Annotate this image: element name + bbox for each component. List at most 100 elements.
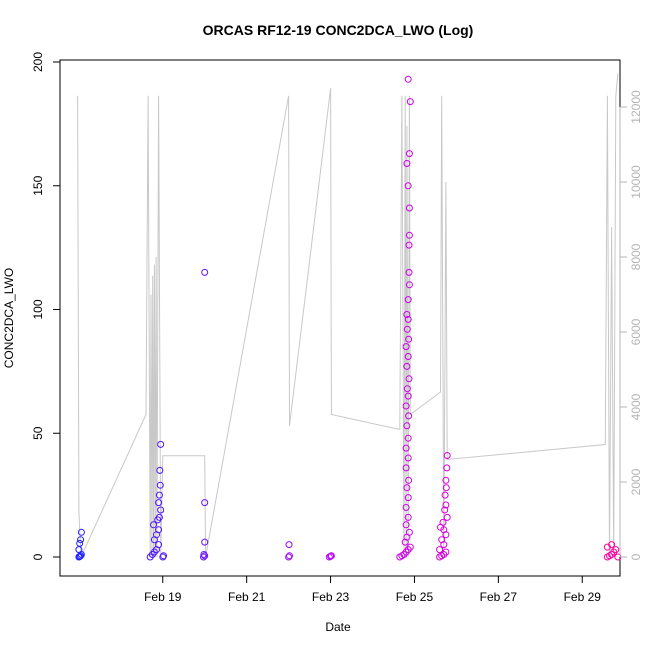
data-point: [201, 538, 209, 546]
data-point: [406, 543, 414, 551]
y-tick-label: 50: [31, 426, 45, 440]
y-tick-label: 200: [31, 52, 45, 72]
data-point: [405, 476, 413, 484]
data-point: [155, 541, 163, 549]
scatter-points: [75, 75, 622, 561]
data-point: [327, 552, 335, 560]
data-point: [201, 268, 209, 276]
data-point: [77, 528, 85, 536]
data-point: [76, 553, 84, 560]
data-point: [155, 491, 163, 499]
x-tick-label: Feb 19: [144, 590, 182, 604]
data-point: [403, 311, 411, 318]
y2-tick-label: 8000: [629, 243, 643, 270]
y-axis-label: CONC2DCA_LWO: [2, 268, 16, 368]
data-point: [441, 506, 449, 514]
data-point: [155, 513, 163, 521]
data-point: [404, 494, 412, 502]
data-point: [443, 452, 451, 459]
plot-area: [59, 59, 621, 577]
data-point: [442, 548, 450, 556]
data-point: [439, 518, 447, 526]
data-point: [403, 422, 411, 430]
y2-tick-label: 4000: [629, 393, 643, 420]
data-point: [155, 526, 163, 534]
data-point: [156, 466, 164, 474]
data-point: [159, 553, 167, 561]
y-tick-label: 0: [31, 553, 45, 560]
plot-border: [59, 59, 621, 577]
x-tick-label: Feb 21: [228, 590, 266, 604]
y2-tick-label: 0: [629, 553, 643, 560]
data-point: [404, 392, 412, 400]
data-point: [404, 315, 412, 323]
data-point: [608, 541, 616, 549]
y2-tick-label: 6000: [629, 318, 643, 345]
data-point: [402, 464, 410, 472]
data-point: [76, 539, 84, 547]
data-point: [406, 98, 414, 106]
y2-tick-label: 12000: [629, 90, 643, 124]
data-point: [405, 412, 413, 420]
data-point: [441, 491, 449, 499]
data-point: [405, 268, 413, 276]
data-point: [201, 552, 209, 560]
data-point: [405, 335, 413, 343]
data-point: [285, 553, 293, 561]
data-point: [402, 504, 410, 511]
data-point: [436, 546, 444, 554]
data-point: [404, 454, 412, 462]
data-point: [402, 402, 410, 410]
data-point: [442, 484, 450, 492]
data-point: [404, 434, 412, 442]
data-point: [285, 541, 293, 549]
data-point: [405, 204, 413, 212]
x-tick-label: Feb 27: [480, 590, 518, 604]
data-point: [200, 553, 207, 561]
data-point: [438, 536, 446, 544]
data-point: [150, 521, 157, 529]
y-tick-label: 150: [31, 175, 45, 195]
data-point: [443, 513, 451, 521]
data-point: [442, 501, 450, 509]
data-point: [404, 513, 412, 521]
x-tick-label: Feb 29: [564, 590, 602, 604]
data-point: [200, 551, 208, 558]
data-point: [405, 528, 413, 536]
data-point: [77, 552, 85, 560]
data-point: [157, 506, 165, 514]
data-point: [155, 499, 163, 507]
y2-tick-label: 2000: [629, 468, 643, 495]
data-point: [403, 362, 411, 370]
axes: Feb 19 Feb 21 Feb 23 Feb 25 Feb 27 Feb 29 0 50 1…: [31, 52, 643, 604]
y-tick-label: 100: [31, 299, 45, 319]
data-point: [403, 385, 411, 393]
data-point: [157, 440, 165, 448]
data-point: [405, 375, 413, 383]
data-point: [404, 182, 412, 190]
data-point: [156, 481, 164, 489]
data-point: [403, 325, 411, 333]
secondary-series: [77, 73, 619, 558]
data-point: [160, 552, 168, 560]
data-point: [402, 521, 410, 529]
data-point: [402, 444, 410, 452]
data-point: [403, 484, 411, 492]
data-point: [405, 150, 413, 158]
data-point: [405, 281, 413, 289]
data-point: [401, 538, 409, 546]
data-point: [286, 552, 293, 560]
data-point: [443, 464, 451, 472]
y2-tick-label: 10000: [629, 165, 643, 199]
data-point: [405, 241, 413, 249]
data-point: [402, 343, 410, 351]
data-point: [201, 499, 209, 507]
data-point: [405, 231, 413, 239]
data-point: [404, 353, 412, 360]
data-point: [403, 160, 411, 167]
data-point: [77, 536, 85, 544]
chart-title: ORCAS RF12-19 CONC2DCA_LWO (Log): [203, 22, 474, 38]
data-point: [442, 476, 450, 484]
data-point: [404, 75, 412, 83]
